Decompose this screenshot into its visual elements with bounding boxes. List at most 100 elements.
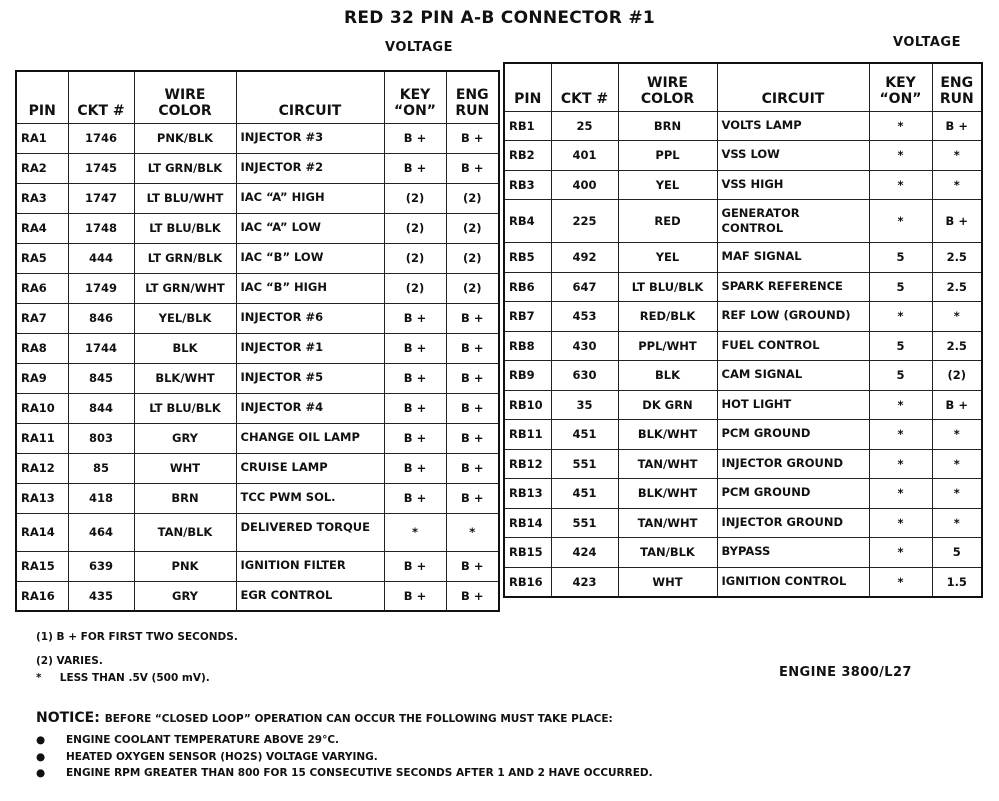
cell-pin: RB12 (503, 448, 552, 479)
cell-eng-run: B + (445, 482, 500, 514)
cell-ckt: 423 (550, 566, 619, 597)
cell-key-on: (2) (383, 242, 447, 274)
cell-key-on: * (868, 199, 933, 243)
cell-wire-color: DK GRN (617, 389, 718, 420)
voltage-label-a: VOLTAGE (385, 40, 453, 55)
cell-pin: RA13 (15, 482, 69, 514)
cell-wire-color: WHT (133, 452, 237, 484)
cell-key-on: 5 (868, 330, 933, 361)
cell-eng-run: (2) (931, 360, 983, 391)
header-eng-run: ENG RUN (931, 62, 983, 112)
cell-pin: RB10 (503, 389, 552, 420)
cell-ckt: 1749 (67, 272, 135, 304)
cell-eng-run: B + (445, 550, 500, 582)
cell-ckt: 846 (67, 302, 135, 334)
cell-pin: RA8 (15, 332, 69, 364)
cell-pin: RA12 (15, 452, 69, 484)
cell-eng-run: * (445, 512, 500, 552)
notice-bullet: ● ENGINE RPM GREATER THAN 800 FOR 15 CONS… (36, 767, 653, 779)
cell-pin: RA7 (15, 302, 69, 334)
cell-pin: RA2 (15, 152, 69, 184)
cell-pin: RA1 (15, 122, 69, 154)
cell-wire-color: BRN (133, 482, 237, 514)
table-row: RA6 1749 LT GRN/WHT IAC “B” HIGH (2) (2) (15, 272, 500, 304)
cell-pin: RB14 (503, 507, 552, 538)
notice-text: BEFORE “CLOSED LOOP” OPERATION CAN OCCUR… (104, 713, 613, 725)
table-row: RB3 400 YEL VSS HIGH * * (503, 169, 983, 200)
cell-key-on: B + (383, 332, 447, 364)
cell-circuit: CAM SIGNAL (716, 360, 870, 391)
cell-ckt: 430 (550, 330, 619, 361)
cell-ckt: 225 (550, 199, 619, 243)
cell-eng-run: B + (445, 122, 500, 154)
cell-wire-color: TAN/WHT (617, 507, 718, 538)
cell-circuit: PCM GROUND (716, 478, 870, 509)
cell-pin: RB16 (503, 566, 552, 597)
cell-ckt: 401 (550, 140, 619, 171)
cell-pin: RB7 (503, 301, 552, 332)
cell-circuit: IAC “B” HIGH (235, 272, 385, 304)
cell-circuit: VSS LOW (716, 140, 870, 171)
cell-key-on: * (868, 537, 933, 568)
cell-eng-run: (2) (445, 182, 500, 214)
header-pin: PIN (503, 62, 552, 112)
cell-circuit: IAC “A” HIGH (235, 182, 385, 214)
cell-key-on: * (868, 478, 933, 509)
notice: NOTICE: BEFORE “CLOSED LOOP” OPERATION C… (36, 710, 613, 726)
table-row: RB4 225 RED GENERATOR CONTROL * B + (503, 199, 983, 243)
cell-eng-run: * (931, 419, 983, 450)
cell-key-on: * (868, 566, 933, 597)
cell-eng-run: 2.5 (931, 271, 983, 302)
cell-key-on: * (868, 389, 933, 420)
table-row: RA1 1746 PNK/BLK INJECTOR #3 B + B + (15, 122, 500, 154)
cell-key-on: B + (383, 392, 447, 424)
cell-pin: RA9 (15, 362, 69, 394)
cell-ckt: 35 (550, 389, 619, 420)
table-row: RB2 401 PPL VSS LOW * * (503, 140, 983, 171)
cell-circuit: INJECTOR #2 (235, 152, 385, 184)
connector-table-a: PIN CKT # WIRE COLOR CIRCUIT KEY “ON” ENG R… (15, 70, 500, 612)
table-row: RA5 444 LT GRN/BLK IAC “B” LOW (2) (2) (15, 242, 500, 274)
cell-circuit: VSS HIGH (716, 169, 870, 200)
cell-wire-color: BLK/WHT (133, 362, 237, 394)
header-ckt: CKT # (550, 62, 619, 112)
table-row: RB12 551 TAN/WHT INJECTOR GROUND * * (503, 448, 983, 479)
cell-ckt: 492 (550, 242, 619, 273)
cell-circuit: MAF SIGNAL (716, 242, 870, 273)
cell-key-on: B + (383, 152, 447, 184)
cell-eng-run: 5 (931, 537, 983, 568)
cell-pin: RB6 (503, 271, 552, 302)
cell-wire-color: RED (617, 199, 718, 243)
notice-label: NOTICE: (36, 710, 100, 726)
cell-wire-color: LT BLU/BLK (617, 271, 718, 302)
header-eng-run: ENG RUN (445, 70, 500, 124)
cell-eng-run: B + (931, 199, 983, 243)
cell-eng-run: B + (931, 389, 983, 420)
cell-circuit: INJECTOR GROUND (716, 507, 870, 538)
cell-circuit: SPARK REFERENCE (716, 271, 870, 302)
cell-eng-run: B + (445, 580, 500, 612)
cell-ckt: 85 (67, 452, 135, 484)
cell-pin: RB11 (503, 419, 552, 450)
cell-ckt: 451 (550, 419, 619, 450)
cell-circuit: CRUISE LAMP (235, 452, 385, 484)
cell-ckt: 400 (550, 169, 619, 200)
cell-wire-color: BRN (617, 110, 718, 141)
cell-wire-color: BLK (617, 360, 718, 391)
cell-eng-run: * (931, 478, 983, 509)
cell-ckt: 418 (67, 482, 135, 514)
cell-pin: RB4 (503, 199, 552, 243)
cell-wire-color: LT BLU/WHT (133, 182, 237, 214)
table-row: RB1 25 BRN VOLTS LAMP * B + (503, 110, 983, 141)
table-row: RB16 423 WHT IGNITION CONTROL * 1.5 (503, 566, 983, 597)
table-row: RB14 551 TAN/WHT INJECTOR GROUND * * (503, 507, 983, 538)
cell-key-on: * (868, 448, 933, 479)
cell-pin: RB3 (503, 169, 552, 200)
footnote-1: (1) B + FOR FIRST TWO SECONDS. (36, 631, 238, 643)
cell-key-on: * (868, 169, 933, 200)
cell-eng-run: 2.5 (931, 330, 983, 361)
cell-eng-run: B + (445, 392, 500, 424)
cell-wire-color: PNK (133, 550, 237, 582)
voltage-label-b: VOLTAGE (893, 35, 961, 50)
connector-table-b: PIN CKT # WIRE COLOR CIRCUIT KEY “ON” ENG R… (503, 62, 983, 598)
